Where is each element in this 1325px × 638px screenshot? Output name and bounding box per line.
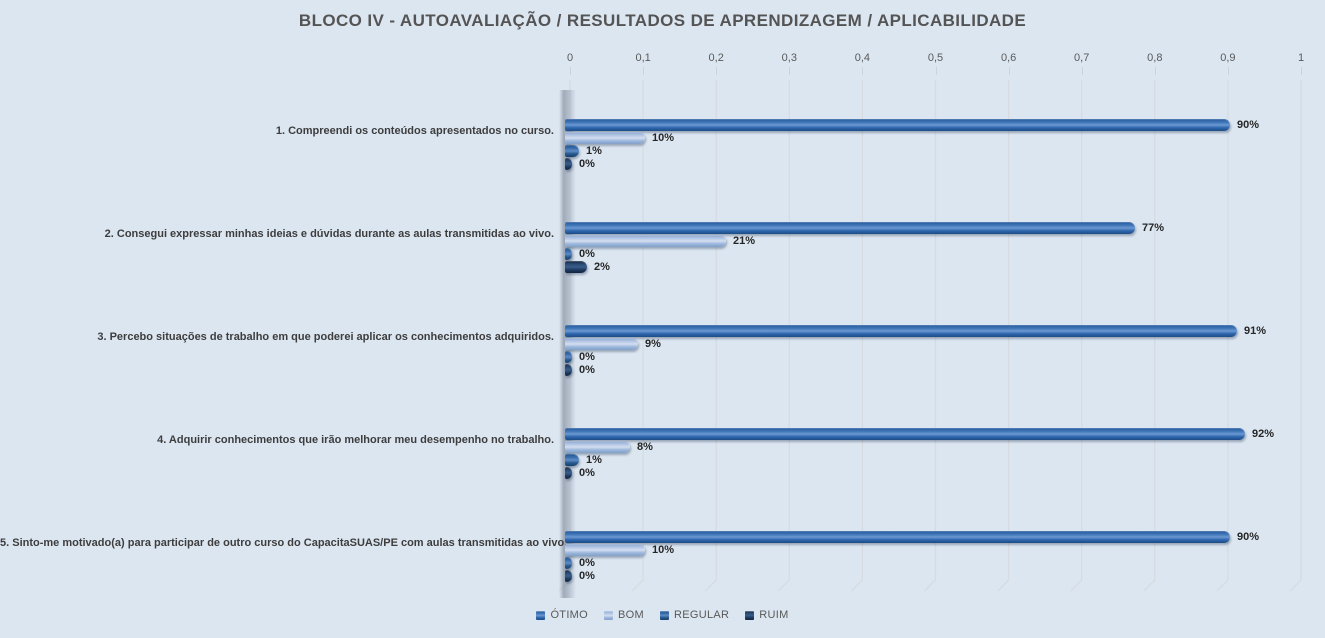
legend: ÓTIMO BOM REGULAR RUIM: [0, 609, 1325, 621]
bar-value-label: 90%: [1237, 119, 1260, 131]
bar-value-label: 10%: [652, 132, 675, 144]
legend-item-regular[interactable]: REGULAR: [659, 609, 730, 621]
category-label: 5. Sinto-me motivado(a) para participar …: [0, 537, 568, 549]
bar-bom[interactable]: [565, 235, 726, 247]
bar-regular[interactable]: [565, 351, 572, 363]
bar-otimo[interactable]: [565, 531, 1230, 543]
bar-bom[interactable]: [565, 441, 630, 453]
legend-swatch-regular: [659, 610, 669, 620]
bar-regular[interactable]: [565, 145, 579, 157]
x-axis-tick-mark: [862, 67, 864, 75]
x-axis-tick-mark: [643, 67, 645, 75]
x-axis-tick-mark: [1154, 67, 1156, 75]
legend-item-bom[interactable]: BOM: [604, 609, 644, 621]
legend-label: REGULAR: [673, 609, 730, 621]
bar-otimo[interactable]: [565, 428, 1245, 440]
x-axis-tick-mark: [935, 67, 937, 75]
category-label: 1. Compreendi os conteúdos apresentados …: [275, 125, 554, 137]
x-axis-tick-mark: [1227, 67, 1229, 75]
bar-bom[interactable]: [565, 338, 638, 350]
bar-ruim[interactable]: [565, 261, 587, 273]
x-axis-tick-label: 0: [566, 52, 574, 64]
legend-item-otimo[interactable]: ÓTIMO: [536, 609, 588, 621]
bar-value-label: 9%: [645, 338, 661, 350]
bar-otimo[interactable]: [565, 222, 1135, 234]
bar-otimo[interactable]: [565, 119, 1230, 131]
category-label: 4. Adquirir conhecimentos que irão melho…: [157, 434, 554, 446]
bar-value-label: 0%: [579, 557, 595, 569]
x-axis-tick-label: 0,2: [708, 52, 724, 64]
legend-label: BOM: [618, 609, 644, 621]
x-axis-tick-label: 0,7: [1074, 52, 1090, 64]
category-label: 2. Consegui expressar minhas ideias e dú…: [104, 228, 554, 240]
chart-title: BLOCO IV - AUTOAVALIAÇÃO / RESULTADOS DE…: [298, 11, 1027, 30]
bar-regular[interactable]: [565, 557, 572, 569]
x-axis-tick-label: 1: [1297, 52, 1305, 64]
bar-bom[interactable]: [565, 544, 645, 556]
x-axis-tick-mark: [716, 67, 718, 75]
bar-otimo[interactable]: [565, 325, 1237, 337]
legend-swatch-bom: [604, 610, 613, 620]
x-axis-tick-mark: [570, 67, 571, 75]
x-axis-tick-mark: [789, 67, 791, 75]
bar-ruim[interactable]: [565, 467, 572, 479]
bar-value-label: 77%: [1142, 222, 1165, 234]
bar-value-label: 21%: [733, 235, 756, 247]
bar-bom[interactable]: [565, 132, 645, 144]
bar-value-label: 8%: [637, 441, 653, 453]
bar-value-label: 1%: [586, 454, 602, 466]
bar-value-label: 10%: [652, 544, 675, 556]
bar-ruim[interactable]: [565, 158, 572, 170]
bar-value-label: 0%: [579, 467, 595, 479]
x-axis-tick-label: 0,8: [1147, 52, 1163, 64]
gridline: [1289, 80, 1302, 592]
x-axis-tick-label: 0,5: [927, 52, 944, 64]
bar-value-label: 1%: [586, 145, 602, 157]
legend-swatch-ruim: [745, 610, 755, 620]
legend-label: RUIM: [759, 609, 789, 621]
legend-label: ÓTIMO: [550, 609, 588, 621]
bar-value-label: 90%: [1237, 531, 1260, 543]
x-axis-tick-label: 0,9: [1220, 52, 1236, 64]
bar-value-label: 0%: [579, 351, 595, 363]
bar-value-label: 0%: [579, 570, 595, 582]
bar-value-label: 0%: [579, 248, 595, 260]
x-axis-tick-label: 0,3: [781, 52, 797, 64]
x-axis-tick-mark: [1008, 67, 1010, 75]
bar-ruim[interactable]: [565, 570, 572, 582]
bar-value-label: 0%: [579, 364, 595, 376]
bar-regular[interactable]: [565, 454, 579, 466]
x-axis-tick-mark: [1081, 67, 1083, 75]
x-axis-tick-label: 0,6: [1000, 52, 1017, 64]
x-axis-tick-label: 0,1: [635, 52, 651, 64]
bar-ruim[interactable]: [565, 364, 572, 376]
bar-value-label: 91%: [1244, 325, 1267, 337]
x-axis-tick-mark: [1301, 67, 1302, 75]
bar-value-label: 2%: [594, 261, 610, 273]
legend-item-ruim[interactable]: RUIM: [745, 609, 788, 621]
bar-value-label: 0%: [579, 158, 595, 170]
legend-swatch-otimo: [536, 610, 546, 620]
x-axis-tick-label: 0,4: [854, 52, 871, 64]
bar-regular[interactable]: [565, 248, 572, 260]
bar-value-label: 92%: [1252, 428, 1275, 440]
category-label: 3. Percebo situações de trabalho em que …: [97, 331, 554, 343]
